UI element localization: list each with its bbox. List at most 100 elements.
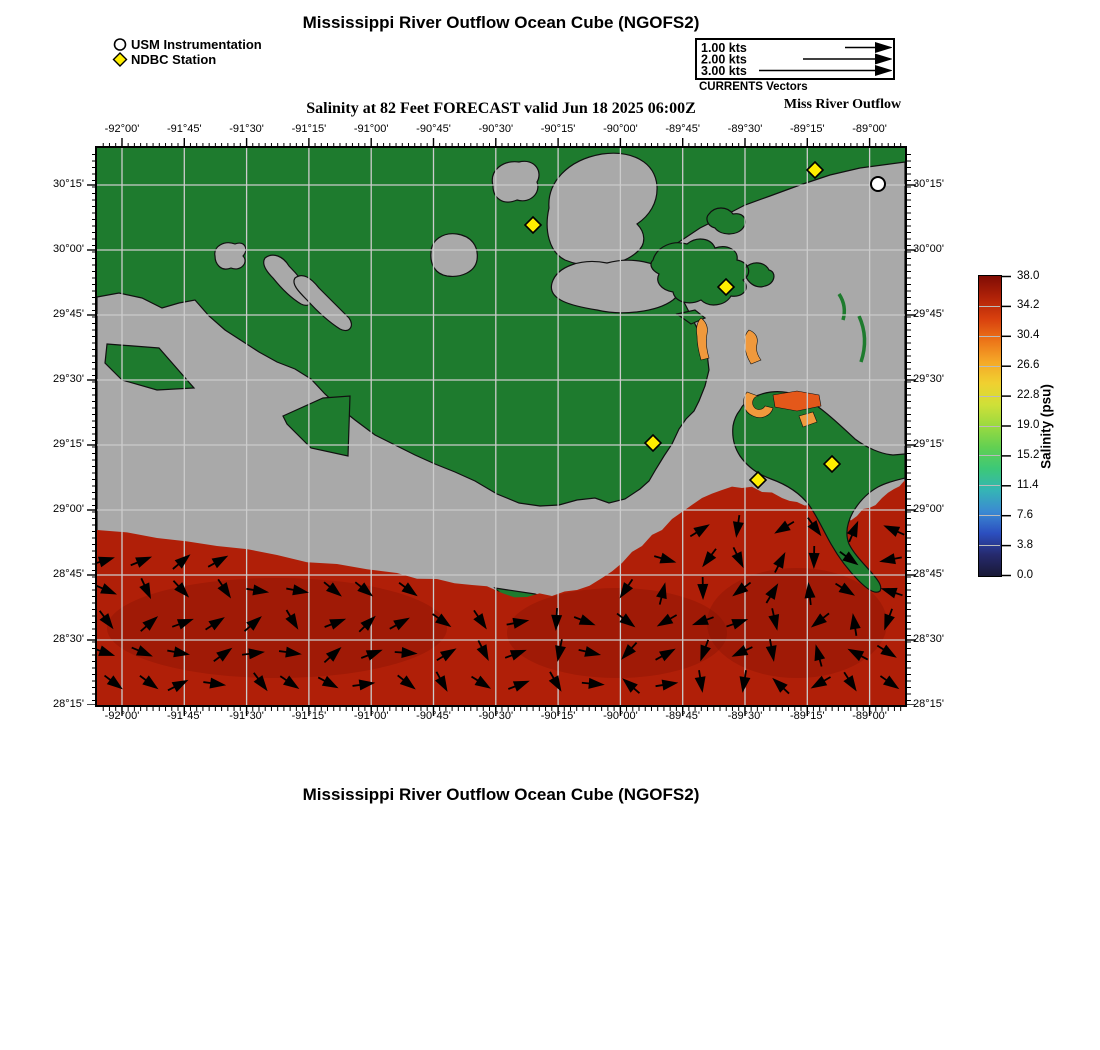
current-arrow (880, 587, 903, 599)
current-arrow-tail (743, 670, 747, 679)
current-arrow-tail (689, 531, 698, 538)
lon-tick-label-top: -89°45' (665, 123, 700, 135)
current-arrow-tail (698, 670, 702, 679)
lon-tick-label-top: -89°00' (852, 123, 887, 135)
current-arrow (213, 647, 233, 662)
current-arrow-head (555, 645, 566, 662)
current-arrow-head (880, 644, 897, 658)
current-arrow-tail (818, 658, 823, 667)
current-arrow-tail (549, 671, 555, 680)
current-arrow-head (365, 649, 383, 661)
current-arrow (879, 675, 900, 690)
current-arrow-head (509, 649, 527, 661)
current-arrow-head (209, 677, 227, 689)
salinity-dark-patch (507, 588, 727, 678)
current-arrow (765, 583, 779, 604)
current-arrow-head (765, 645, 777, 662)
current-arrow-head (248, 648, 265, 660)
current-arrow-head (883, 525, 901, 537)
legend-row-ndbc: NDBC Station (112, 52, 262, 67)
current-arrow-head (97, 556, 115, 568)
current-arrow-tail (655, 655, 663, 661)
lon-tick-label-bottom: -91°00' (353, 710, 389, 722)
current-arrow-tail (669, 614, 678, 620)
current-arrow-head (731, 645, 749, 657)
current-arrow-head (810, 675, 828, 689)
lon-tick-label-bottom: -91°30' (229, 710, 264, 722)
current-arrow-tail (98, 610, 106, 618)
current-arrow-head (285, 646, 302, 658)
current-arrow-head (772, 677, 788, 693)
current-arrow (97, 583, 117, 595)
current-arrow-head (731, 551, 744, 569)
current-arrow (97, 556, 115, 568)
current-arrow-tail (632, 687, 641, 694)
current-arrow-tail (701, 576, 704, 586)
colorbar-gridline (979, 395, 1000, 397)
current-arrow-tail (616, 612, 624, 620)
current-arrow-tail (172, 563, 180, 570)
current-arrow (846, 520, 859, 543)
current-arrow-tail (97, 647, 102, 652)
ndbc-station-marker (716, 277, 736, 297)
current-arrow-tail (323, 656, 331, 664)
current-arrow (171, 618, 194, 630)
current-arrow-head (176, 618, 194, 630)
current-arrow-tail (559, 639, 563, 648)
lon-tick-label-top: -92°00' (104, 123, 140, 135)
current-arrow (323, 581, 342, 597)
currents-scale-arrowhead (875, 53, 893, 65)
current-arrow (655, 679, 679, 691)
current-arrow-tail (896, 530, 905, 536)
current-arrow-head (847, 648, 865, 662)
lon-tick-label-bottom: -89°45' (665, 710, 700, 722)
current-arrow-tail (172, 580, 180, 588)
lon-tick-label-bottom: -91°15' (291, 710, 327, 722)
lake-maurepas (430, 233, 478, 277)
colorbar-gridline (979, 485, 1000, 487)
lat-tick-label-right: 28°45' (913, 568, 944, 580)
current-arrow-head (739, 676, 751, 693)
colorbar-tick-label: 19.0 (1017, 419, 1040, 431)
currents-scale-label: 1.00 kts (701, 41, 747, 55)
current-arrow-tail (769, 639, 773, 648)
grid-layer (97, 148, 905, 705)
current-arrow-tail (471, 675, 479, 682)
current-arrow-head (808, 552, 820, 569)
current-arrow-head (100, 583, 117, 595)
current-arrow (98, 610, 114, 630)
current-arrow-head (765, 583, 779, 600)
current-arrow-tail (771, 608, 775, 617)
current-arrow-tail (140, 577, 146, 586)
lake-small-left (214, 242, 247, 270)
current-arrow (167, 646, 190, 658)
current-arrow (397, 674, 416, 690)
current-arrow-tail (246, 587, 255, 591)
lat-tick-label-left: 30°00' (53, 243, 84, 255)
current-arrow-tail (876, 644, 885, 651)
region-label: Miss River Outflow (783, 97, 902, 112)
currents-scale-arrowhead (875, 42, 893, 53)
current-arrow-head (217, 582, 232, 599)
current-arrow-tail (253, 672, 260, 680)
current-arrow-tail (360, 654, 370, 659)
current-arrow-head (321, 675, 339, 689)
current-arrow (324, 618, 347, 630)
current-arrow-head (843, 675, 857, 692)
current-arrow-tail (508, 685, 517, 690)
colorbar-tick-label: 15.2 (1017, 448, 1040, 461)
current-arrow-head (211, 555, 229, 569)
ndbc-station-marker (805, 160, 825, 180)
current-arrow (655, 648, 676, 662)
current-arrow-head (98, 645, 116, 656)
current-arrow-head (773, 551, 786, 569)
lon-tick-label-top: -91°15' (291, 123, 327, 135)
lat-tick-label-right: 29°15' (913, 438, 944, 450)
current-arrow (581, 677, 605, 689)
colorbar-gridline (979, 515, 1000, 517)
current-arrow-tail (854, 627, 858, 636)
colorbar-gridline (979, 365, 1000, 367)
chandeleur-islands (837, 293, 867, 363)
current-arrow-head (619, 613, 636, 628)
